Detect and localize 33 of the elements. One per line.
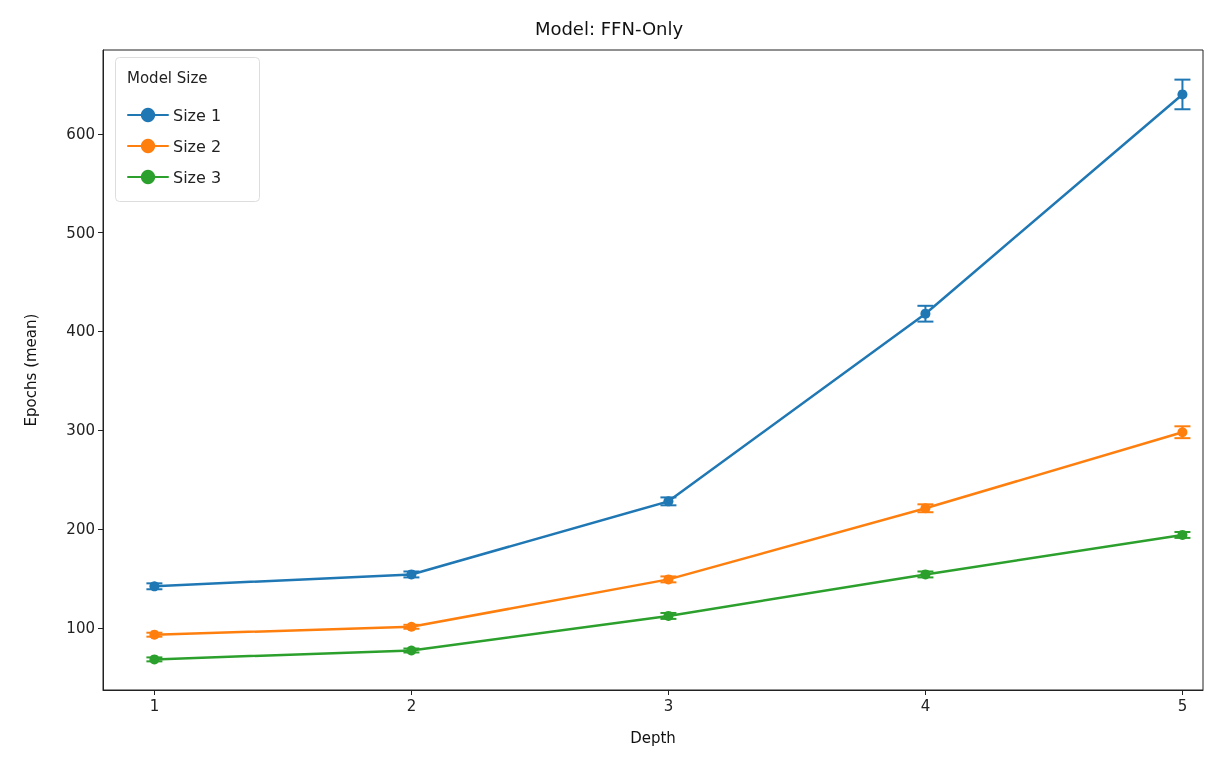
x-tick-label: 2 [406,696,417,715]
point [663,496,674,507]
x-tick-label: 3 [663,696,674,715]
point [149,654,160,665]
legend-label: Size 2 [173,136,222,156]
point [406,621,417,632]
y-tick-label: 200 [66,520,95,539]
legend-label: Size 3 [173,167,222,187]
x-tick-label: 4 [920,696,931,715]
point [406,569,417,580]
point [1177,89,1188,100]
point [1177,427,1188,438]
point [149,581,160,592]
point [920,503,931,514]
y-tick-label: 400 [66,322,95,341]
y-tick-label: 500 [66,223,95,242]
point [663,574,674,585]
x-axis-title: Depth [630,728,676,747]
legend-title: Model Size [127,68,208,87]
x-tick-label: 1 [149,696,160,715]
x-tick-label: 5 [1177,696,1188,715]
legend-label: Size 1 [173,105,222,125]
point [663,610,674,621]
point [1177,529,1188,540]
point [149,629,160,640]
y-tick-label: 300 [66,421,95,440]
point [406,645,417,656]
y-tick-label: 600 [66,124,95,143]
y-tick-label: 100 [66,618,95,637]
y-axis-title: Epochs (mean) [21,313,40,427]
point [920,308,931,319]
point [920,569,931,580]
chart-title: Model: FFN-Only [534,17,684,39]
